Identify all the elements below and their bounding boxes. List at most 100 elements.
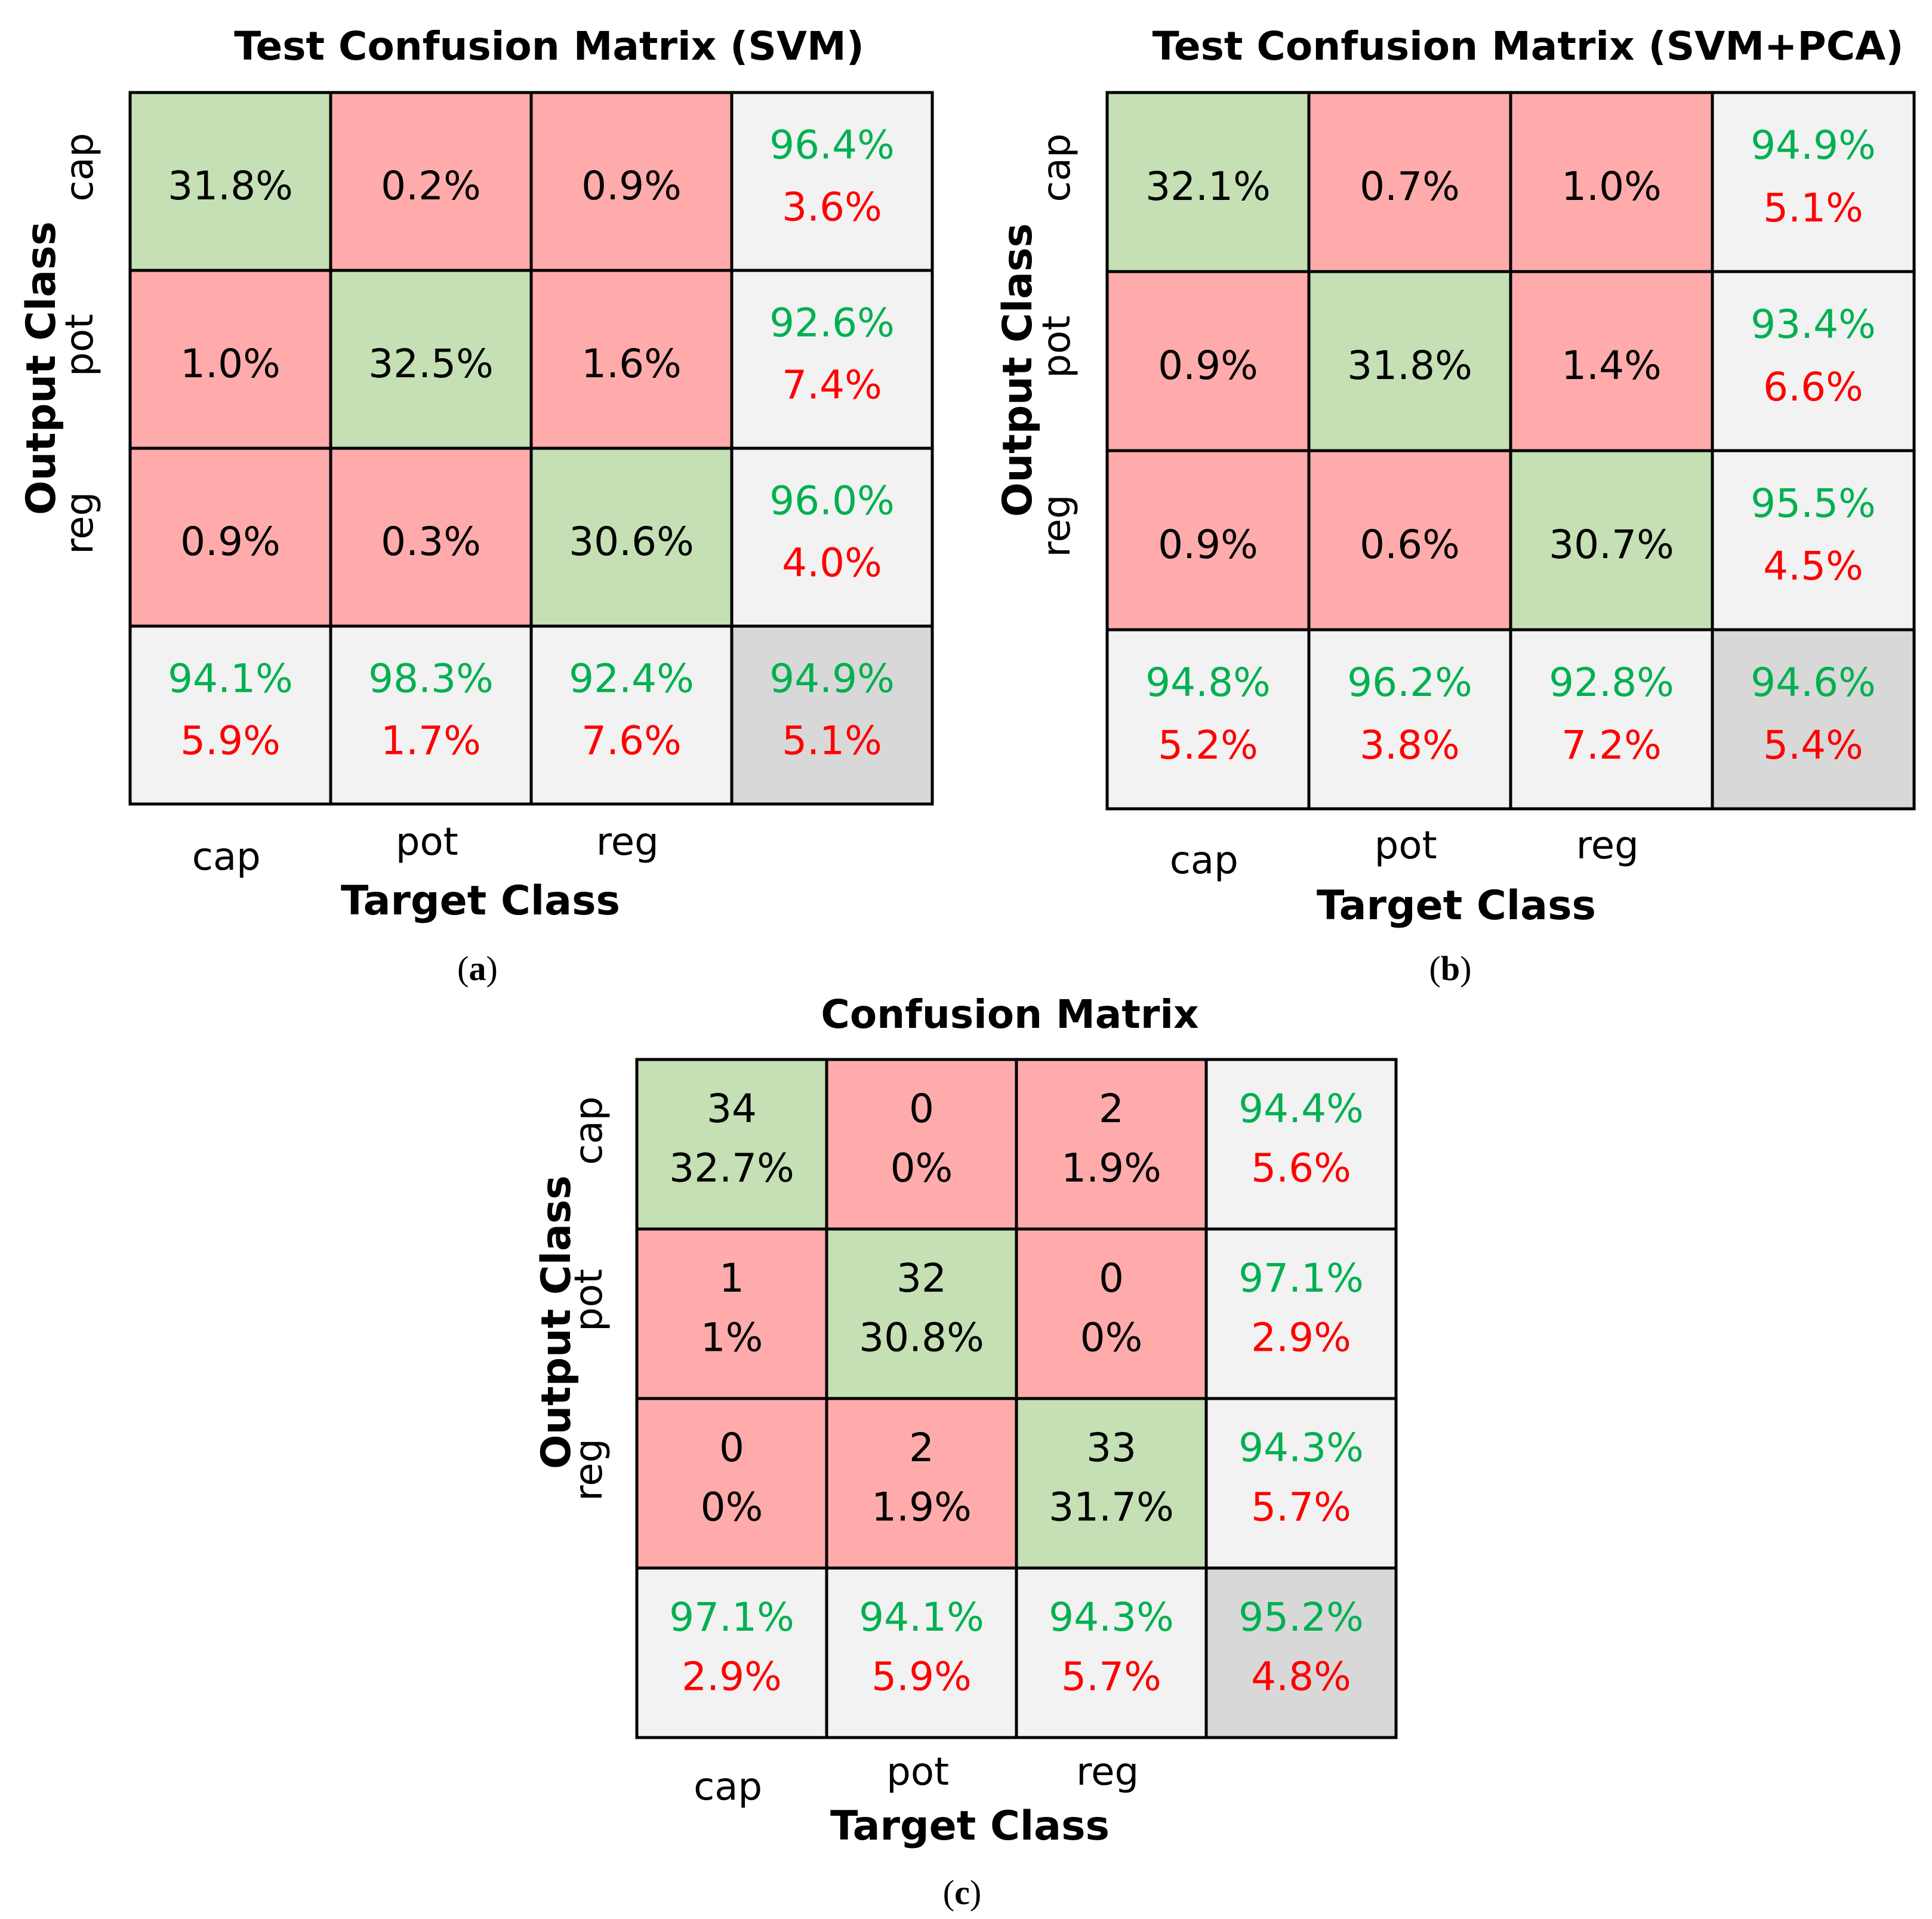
cell-value: 93.4% <box>1751 301 1876 347</box>
cell-value: 96.2% <box>1347 660 1472 706</box>
matrix-cell <box>1015 1058 1208 1231</box>
cell-value: 0.9% <box>1158 522 1258 568</box>
x-tick-label: cap <box>1170 839 1238 883</box>
cell-value: 1% <box>701 1314 763 1360</box>
cell-value: 32.1% <box>1145 164 1271 210</box>
cell-value: 1 <box>719 1255 744 1301</box>
matrix-cell <box>1105 628 1311 811</box>
cell-value: 34 <box>707 1086 757 1132</box>
cell-value: 0.3% <box>381 519 481 565</box>
matrix-cell <box>128 91 332 272</box>
y-tick-label: reg <box>567 1439 611 1501</box>
matrix-cell <box>730 91 934 272</box>
cell-value: 94.1% <box>168 655 293 701</box>
matrix-cell <box>1711 449 1916 632</box>
matrix-cell <box>329 91 533 272</box>
cell-value: 94.3% <box>1238 1425 1364 1471</box>
matrix-cell <box>1015 1227 1208 1400</box>
matrix-cell <box>1204 1227 1398 1400</box>
cell-value: 5.9% <box>871 1653 972 1699</box>
cell-value: 4.0% <box>782 540 882 586</box>
matrix-cell <box>1509 628 1714 811</box>
matrix-cell <box>1509 91 1714 273</box>
x-tick-label: cap <box>192 835 261 879</box>
cell-value: 96.0% <box>769 478 895 523</box>
y-axis-title: Output Class <box>994 223 1042 517</box>
cell-value: 0% <box>1080 1314 1143 1360</box>
cell-value: 92.8% <box>1549 660 1674 706</box>
cell-value: 94.9% <box>1751 122 1876 168</box>
cell-value: 1.6% <box>581 341 682 387</box>
chart-title: Test Confusion Matrix (SVM+PCA) <box>1153 23 1904 69</box>
cell-value: 94.9% <box>769 655 895 701</box>
y-axis-title: Output Class <box>18 221 65 515</box>
y-tick-label: cap <box>567 1096 611 1165</box>
cell-value: 7.4% <box>782 362 882 408</box>
cell-value: 0.9% <box>180 519 281 565</box>
cell-value: 96.4% <box>769 122 895 168</box>
cell-value: 1.7% <box>381 718 481 764</box>
cell-value: 5.1% <box>1763 185 1863 231</box>
cell-value: 6.6% <box>1763 364 1863 410</box>
matrix-cell <box>1711 628 1916 811</box>
panel-caption: (a) <box>457 949 498 988</box>
matrix-cell <box>529 269 734 450</box>
cell-value: 5.6% <box>1251 1145 1351 1191</box>
matrix-cell <box>1711 270 1916 452</box>
cell-value: 0.7% <box>1360 164 1460 210</box>
cell-value: 94.3% <box>1049 1594 1174 1640</box>
cell-value: 2.9% <box>682 1653 782 1699</box>
matrix-cell <box>635 1566 828 1739</box>
cell-value: 0 <box>909 1086 934 1132</box>
y-axis-title: Output Class <box>533 1175 580 1469</box>
matrix-cell <box>635 1058 828 1231</box>
matrix-cell <box>128 269 332 450</box>
cell-value: 5.1% <box>782 718 882 764</box>
cell-value: 31.7% <box>1049 1484 1174 1530</box>
cell-value: 98.3% <box>368 655 494 701</box>
matrix-cell <box>1509 449 1714 632</box>
cell-value: 5.4% <box>1763 722 1863 768</box>
matrix-cell <box>1307 449 1512 632</box>
matrix-cell <box>825 1058 1018 1231</box>
matrix-cell <box>1105 91 1311 273</box>
chart-title: Test Confusion Matrix (SVM) <box>234 23 864 69</box>
cell-value: 94.8% <box>1145 660 1271 706</box>
cell-value: 32.5% <box>368 341 494 387</box>
cell-value: 97.1% <box>669 1594 794 1640</box>
cell-value: 3.6% <box>782 184 882 230</box>
cell-value: 31.8% <box>168 163 293 209</box>
cell-value: 92.6% <box>769 300 895 346</box>
cell-value: 0% <box>701 1484 763 1530</box>
matrix-cell <box>1204 1058 1398 1231</box>
panel-caption: (c) <box>943 1873 981 1912</box>
cell-value: 5.2% <box>1158 722 1258 768</box>
cell-value: 95.5% <box>1751 480 1876 526</box>
cell-value: 1.0% <box>180 341 281 387</box>
matrix-cell <box>329 446 533 628</box>
panel-a: Test Confusion Matrix (SVM) 31.8% 0.2% 0.9%… <box>18 23 934 988</box>
cell-value: 2 <box>909 1425 934 1471</box>
y-tick-label: pot <box>58 314 102 377</box>
cell-value: 97.1% <box>1238 1255 1364 1301</box>
matrix-cell <box>730 269 934 450</box>
y-tick-label: reg <box>58 492 102 555</box>
matrix-cell <box>635 1397 828 1570</box>
cell-value: 31.8% <box>1347 343 1472 389</box>
matrix-cell <box>1105 270 1311 452</box>
matrix-cell <box>1307 628 1512 811</box>
cell-value: 94.6% <box>1751 660 1876 706</box>
cell-value: 2 <box>1099 1086 1124 1132</box>
x-tick-label: reg <box>1576 824 1639 868</box>
matrix-cell <box>128 624 332 806</box>
cell-value: 30.8% <box>859 1314 984 1360</box>
panel-c: Confusion Matrix 34 32.7% 0 0% 2 1.9% 94.4% 5.6%… <box>533 991 1398 1912</box>
cell-value: 0 <box>1099 1255 1124 1301</box>
cell-value: 30.7% <box>1549 522 1674 568</box>
matrix-cell <box>1307 91 1512 273</box>
x-tick-label: reg <box>596 820 659 864</box>
x-tick-label: pot <box>396 820 458 864</box>
cell-value: 94.4% <box>1238 1086 1364 1132</box>
x-tick-label: cap <box>694 1765 762 1809</box>
cell-value: 3.8% <box>1360 722 1460 768</box>
